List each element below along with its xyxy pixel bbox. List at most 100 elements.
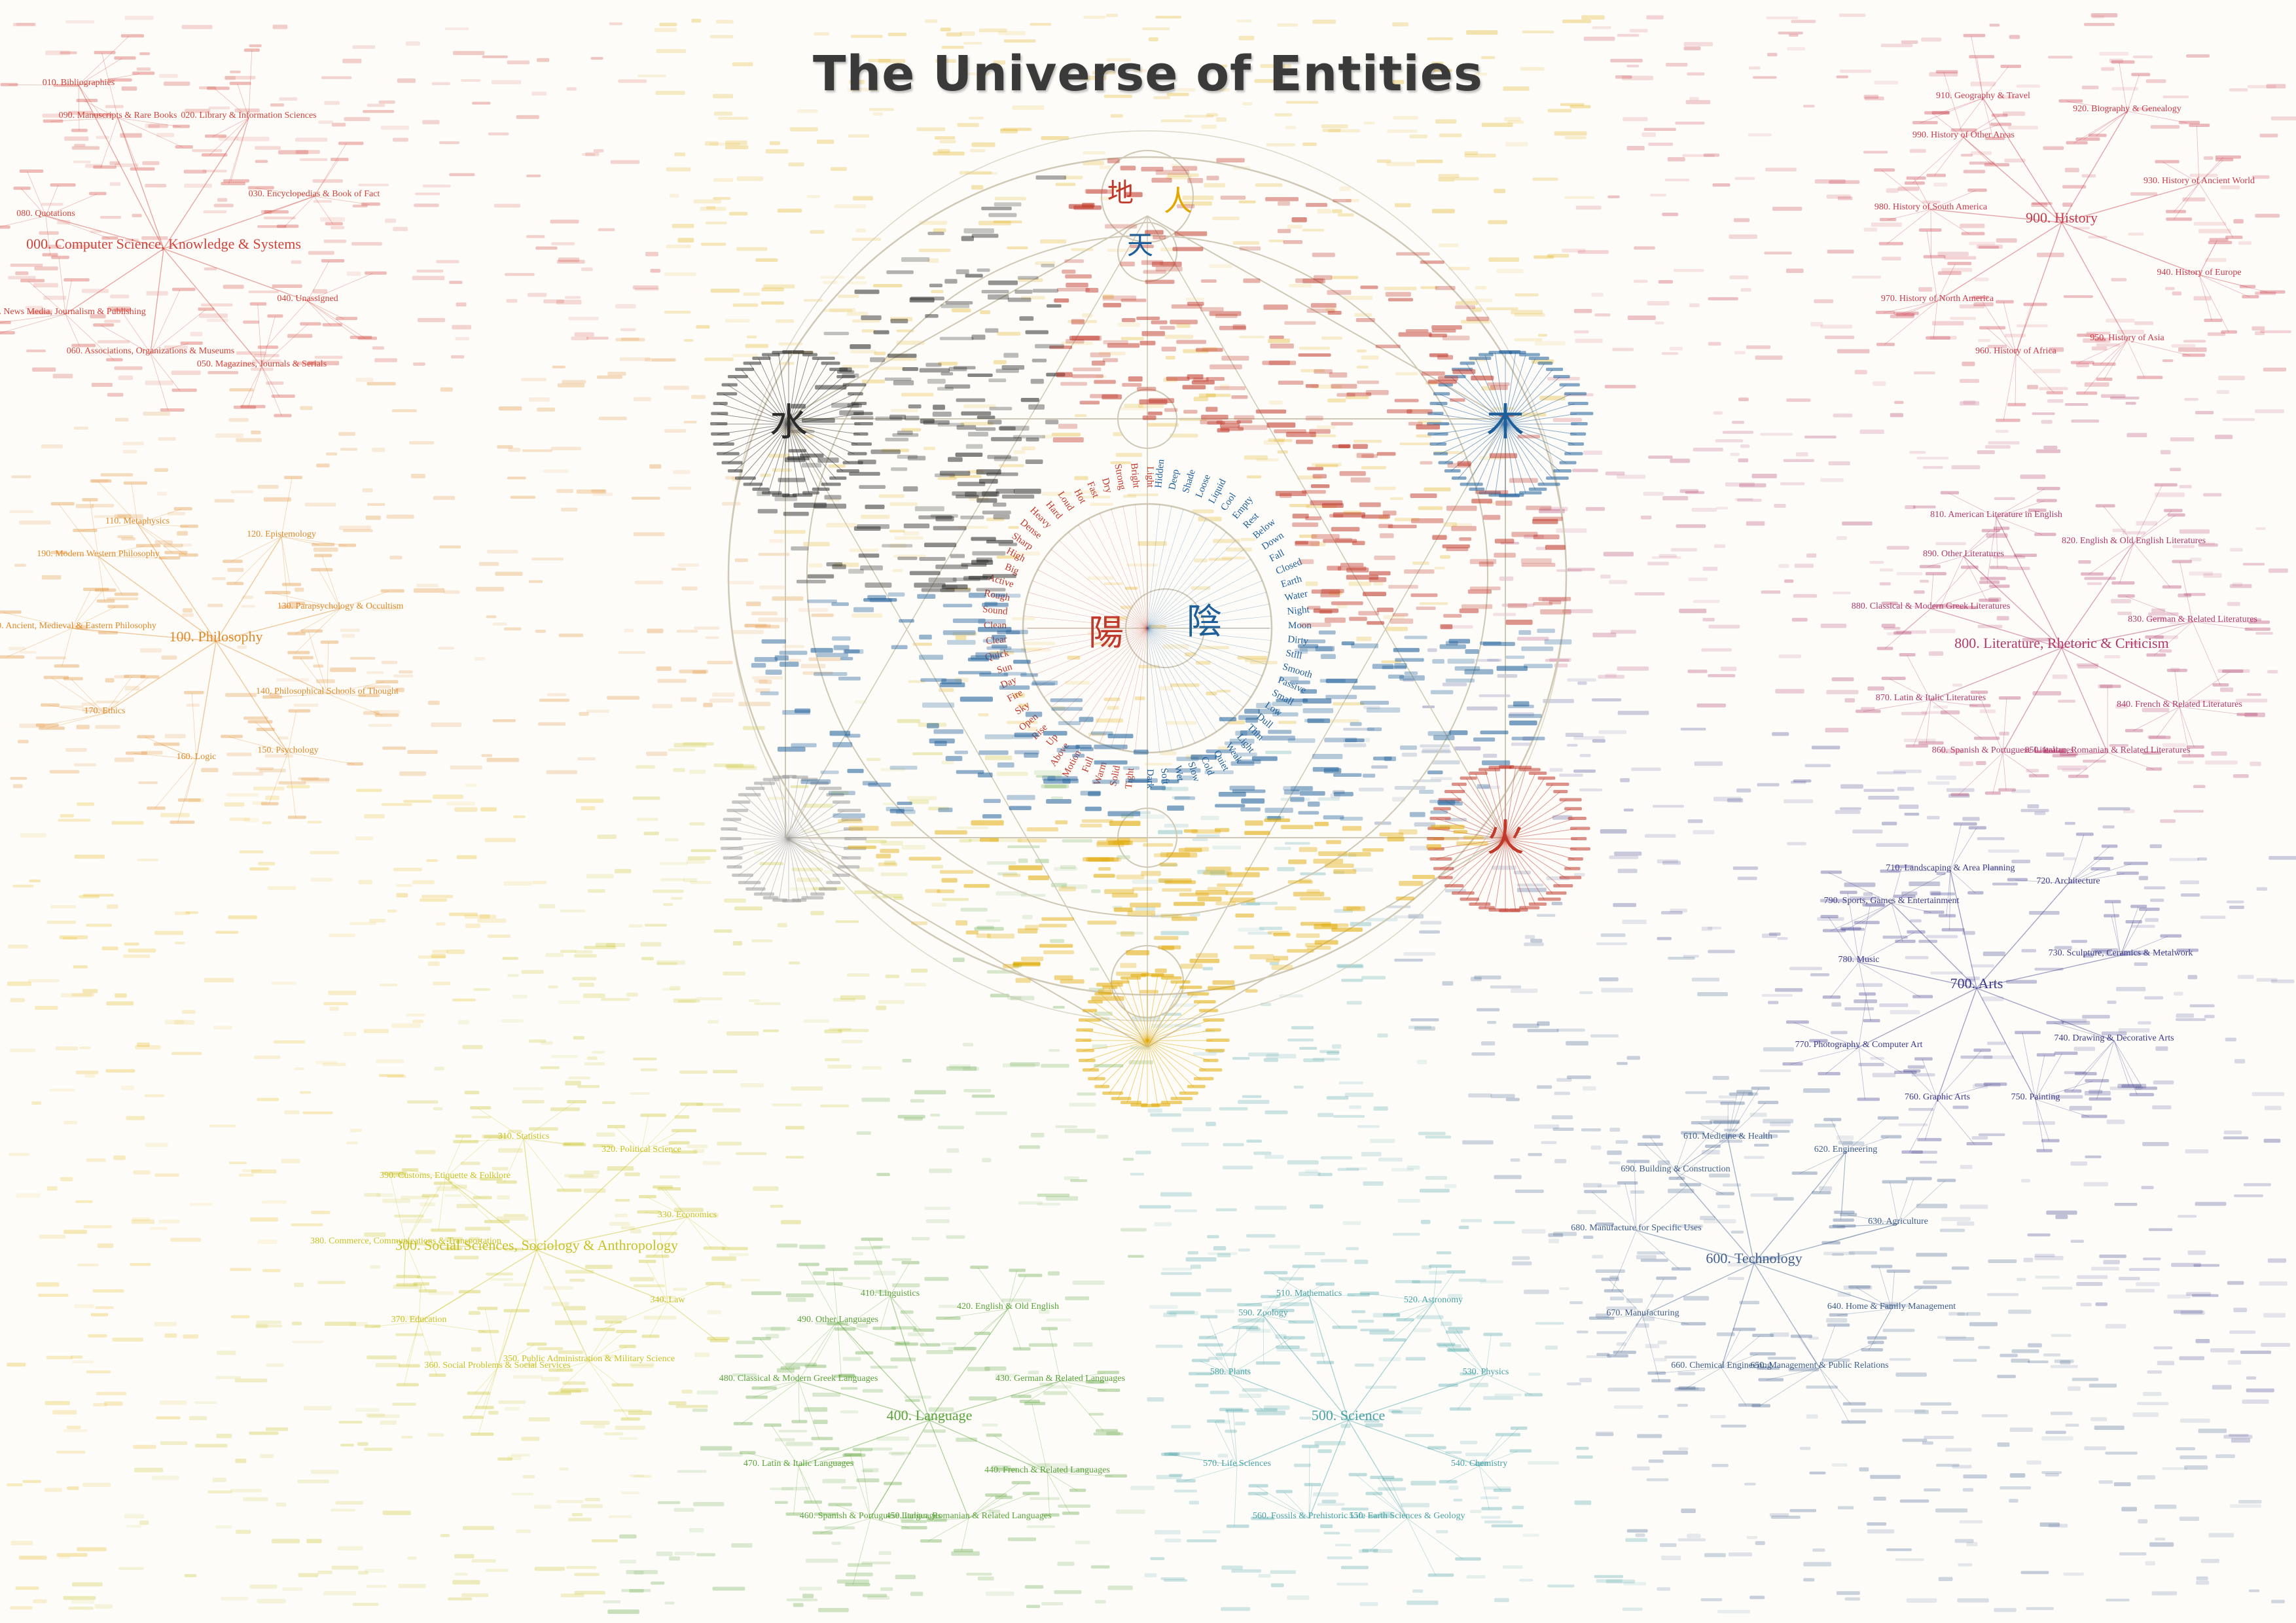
background-word bbox=[56, 1553, 88, 1557]
background-word bbox=[104, 1401, 123, 1406]
background-word bbox=[531, 558, 564, 561]
background-word bbox=[1469, 1510, 1482, 1514]
background-word bbox=[199, 313, 228, 318]
leaf-word bbox=[2100, 685, 2121, 688]
background-word bbox=[620, 337, 639, 341]
leaf-word bbox=[180, 341, 203, 345]
background-word bbox=[2256, 978, 2278, 982]
background-word bbox=[1373, 582, 1384, 586]
background-word bbox=[230, 1315, 250, 1319]
leaf-word bbox=[562, 1143, 586, 1147]
background-word bbox=[257, 484, 279, 489]
leaf-word bbox=[1215, 1353, 1237, 1357]
background-word bbox=[368, 724, 392, 727]
background-word bbox=[259, 1454, 274, 1459]
burst-word bbox=[1203, 1058, 1219, 1062]
background-word bbox=[2083, 1182, 2109, 1186]
background-word bbox=[1174, 1209, 1198, 1213]
background-word bbox=[1021, 446, 1035, 451]
background-word bbox=[1255, 1205, 1287, 1210]
background-word bbox=[77, 1263, 99, 1267]
leaf-spoke bbox=[1858, 961, 1921, 997]
background-word bbox=[1595, 1269, 1625, 1273]
background-word bbox=[1407, 1600, 1439, 1605]
background-word bbox=[1598, 730, 1627, 734]
burst-word bbox=[716, 392, 738, 396]
background-word bbox=[502, 957, 518, 960]
leaf-spoke bbox=[191, 692, 197, 760]
leaf-word bbox=[350, 335, 372, 339]
background-word bbox=[2175, 1018, 2206, 1022]
burst-ray bbox=[769, 838, 789, 899]
background-word bbox=[670, 897, 683, 900]
background-word bbox=[629, 1474, 645, 1478]
background-word bbox=[1740, 444, 1750, 448]
background-word bbox=[251, 430, 261, 435]
background-word bbox=[2189, 1004, 2215, 1008]
background-word bbox=[1057, 1561, 1075, 1566]
background-word bbox=[813, 1419, 828, 1425]
background-word bbox=[1003, 39, 1036, 43]
background-word bbox=[1935, 1508, 1968, 1513]
background-word bbox=[2187, 974, 2198, 980]
background-word bbox=[1120, 406, 1146, 410]
background-word bbox=[2160, 450, 2171, 455]
background-word bbox=[1722, 1183, 1742, 1186]
leaf-word bbox=[267, 314, 283, 318]
background-word bbox=[1577, 250, 1609, 254]
background-word bbox=[1238, 35, 1255, 41]
background-word bbox=[1124, 403, 1143, 408]
burst-ray bbox=[1147, 1040, 1194, 1088]
background-word bbox=[1374, 821, 1391, 825]
background-word bbox=[2091, 948, 2119, 952]
background-word bbox=[615, 1425, 646, 1430]
background-word bbox=[1274, 439, 1293, 442]
background-word bbox=[2046, 852, 2065, 857]
leaf-spoke bbox=[307, 300, 331, 326]
background-word bbox=[1948, 1311, 1965, 1316]
background-word bbox=[1830, 1031, 1848, 1035]
background-word bbox=[2270, 979, 2295, 984]
background-word bbox=[731, 630, 764, 634]
background-word bbox=[1974, 277, 1989, 281]
background-word bbox=[938, 1304, 958, 1308]
background-word bbox=[201, 303, 233, 307]
background-word bbox=[1337, 213, 1354, 217]
background-word bbox=[433, 495, 456, 500]
background-word bbox=[1988, 1259, 2017, 1264]
background-word bbox=[568, 1518, 592, 1522]
background-word bbox=[1351, 1310, 1366, 1313]
background-word bbox=[988, 1509, 1001, 1514]
background-word bbox=[2050, 1364, 2078, 1368]
background-word bbox=[1269, 401, 1283, 405]
burst-word bbox=[1479, 906, 1496, 910]
background-word bbox=[136, 1043, 150, 1047]
leaf-word bbox=[2166, 209, 2186, 213]
background-word bbox=[1126, 563, 1158, 567]
leaf-word bbox=[861, 1238, 884, 1241]
background-word bbox=[112, 1338, 144, 1342]
background-word bbox=[1922, 1441, 1933, 1445]
leaf-word bbox=[1495, 1433, 1521, 1436]
background-word bbox=[574, 1573, 600, 1577]
background-word bbox=[984, 1366, 1007, 1371]
background-word bbox=[2071, 940, 2088, 943]
background-word bbox=[620, 1491, 640, 1495]
background-word bbox=[1995, 429, 2009, 433]
background-word bbox=[1903, 738, 1936, 742]
leaf-word bbox=[1362, 1548, 1378, 1552]
background-word bbox=[535, 246, 558, 250]
background-word bbox=[1881, 1304, 1910, 1308]
leaf-word bbox=[1011, 1481, 1031, 1485]
background-word bbox=[1468, 1093, 1492, 1098]
background-word bbox=[780, 1220, 801, 1224]
leaf-spoke bbox=[307, 300, 366, 339]
background-word bbox=[252, 801, 268, 805]
leaf-spoke bbox=[478, 1367, 498, 1435]
leaf-word bbox=[1998, 788, 2016, 792]
leaf-word bbox=[1840, 1213, 1857, 1217]
leaf-word bbox=[338, 141, 364, 145]
background-word bbox=[465, 1226, 491, 1231]
background-word bbox=[1058, 1504, 1091, 1508]
background-word bbox=[717, 116, 749, 120]
